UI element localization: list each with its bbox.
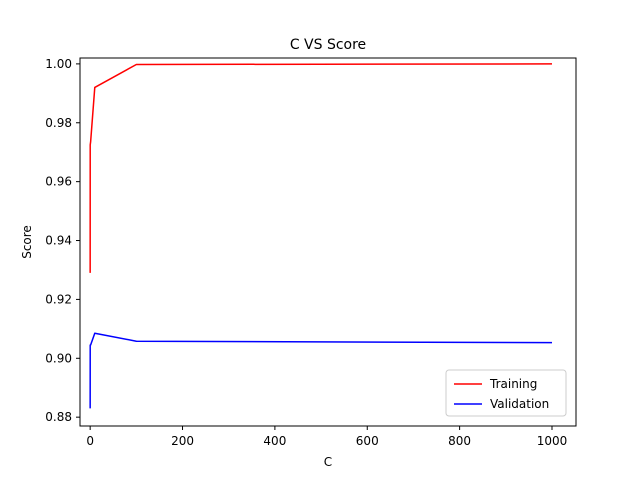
y-tick-label: 0.98	[45, 116, 72, 130]
legend-label-validation: Validation	[490, 397, 549, 411]
x-tick-label: 0	[86, 434, 94, 448]
y-tick-label: 0.90	[45, 351, 72, 365]
y-tick-label: 1.00	[45, 57, 72, 71]
plot-area: 0 200 400 600 800 1000 0.88 0.90 0.92 0.94 0.96 0.9…	[45, 57, 577, 448]
x-tick-label: 800	[448, 434, 471, 448]
y-tick-label: 0.94	[45, 234, 72, 248]
legend-label-training: Training	[489, 377, 537, 391]
series-line-validation	[89, 332, 552, 409]
x-axis-label: C	[324, 455, 332, 469]
x-tick-label: 600	[356, 434, 379, 448]
x-tick-label: 1000	[537, 434, 568, 448]
chart-title: C VS Score	[290, 37, 366, 53]
series-line-training	[89, 63, 552, 273]
y-axis-label: Score	[20, 225, 34, 259]
axes-frame	[79, 57, 577, 427]
y-tick-label: 0.88	[45, 410, 72, 424]
x-tick-label: 200	[171, 434, 194, 448]
y-tick-label: 0.96	[45, 175, 72, 189]
legend: Training Validation	[445, 369, 567, 417]
y-tick-label: 0.92	[45, 292, 72, 306]
x-tick-label: 400	[263, 434, 286, 448]
